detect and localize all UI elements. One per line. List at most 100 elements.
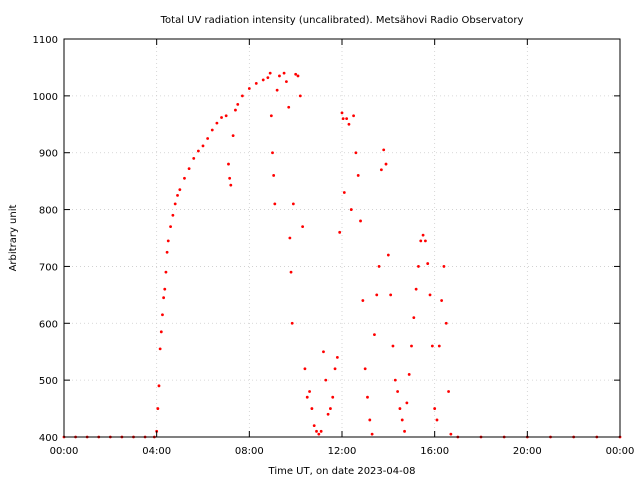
data-point <box>171 213 175 217</box>
x-tick-label: 04:00 <box>142 446 171 457</box>
y-tick-label: 800 <box>39 206 58 217</box>
data-point <box>227 162 230 166</box>
data-point <box>206 137 210 140</box>
data-point <box>361 299 365 302</box>
data-point <box>166 239 170 243</box>
y-axis-ticks: 400 500 600 700 800 900 1000 1100 <box>33 35 620 444</box>
data-point <box>359 219 362 223</box>
data-point <box>417 265 420 268</box>
data-point <box>354 151 358 155</box>
x-tick-label: 08:00 <box>235 446 264 457</box>
data-point <box>377 265 381 268</box>
data-point <box>210 128 214 132</box>
data-point <box>410 344 413 348</box>
x-tick-label: 00:00 <box>606 446 635 457</box>
data-point <box>301 225 305 229</box>
data-point <box>382 148 386 152</box>
data-point <box>178 188 182 192</box>
y-tick-label: 400 <box>39 433 58 444</box>
data-point <box>231 134 235 138</box>
x-tick-label: 20:00 <box>513 446 542 457</box>
data-point <box>421 233 425 237</box>
data-point <box>229 183 233 187</box>
data-point <box>440 299 444 302</box>
data-point <box>324 378 328 382</box>
data-point <box>347 122 351 126</box>
data-point <box>403 429 406 433</box>
data-point <box>173 202 177 206</box>
y-tick-label: 1100 <box>33 35 58 46</box>
data-point <box>428 293 432 297</box>
data-point <box>162 296 166 300</box>
data-point <box>319 429 323 433</box>
data-point <box>329 407 332 410</box>
data-point <box>247 87 251 90</box>
data-point <box>269 114 273 118</box>
data-point <box>379 168 383 172</box>
data-point <box>419 239 423 243</box>
data-point <box>290 321 294 325</box>
data-point <box>335 356 339 359</box>
x-tick-label: 12:00 <box>328 446 357 457</box>
data-point <box>278 74 281 78</box>
data-point <box>187 167 191 171</box>
data-point <box>303 367 307 371</box>
data-point <box>161 313 164 317</box>
data-point <box>391 344 395 348</box>
data-point <box>305 395 309 399</box>
data-point <box>215 121 219 125</box>
data-point <box>287 105 291 109</box>
y-tick-label: 900 <box>39 149 58 160</box>
x-tick-label: 16:00 <box>420 446 449 457</box>
x-tick-label: 00:00 <box>50 446 79 457</box>
data-point <box>326 412 330 416</box>
data-point <box>271 151 274 155</box>
y-tick-label: 500 <box>39 376 58 387</box>
data-point <box>158 347 162 351</box>
data-point <box>312 424 316 428</box>
data-point <box>236 102 240 106</box>
data-point <box>352 114 355 118</box>
data-point <box>289 270 293 274</box>
data-point <box>386 253 390 257</box>
data-point <box>396 390 399 393</box>
data-point <box>437 344 441 348</box>
x-axis-ticks: 00:00 04:00 08:00 12:00 16:00 20:00 00:00 <box>50 39 635 457</box>
data-point <box>400 418 404 422</box>
data-point <box>340 111 344 115</box>
data-point <box>356 174 360 177</box>
data-point <box>201 144 205 148</box>
plot-frame <box>63 38 621 438</box>
data-point <box>333 367 337 371</box>
data-point <box>424 239 427 243</box>
data-point <box>342 191 346 194</box>
data-point <box>384 162 388 166</box>
data-point <box>163 287 167 291</box>
data-point <box>407 373 411 376</box>
data-point <box>442 265 446 268</box>
data-point <box>310 407 314 410</box>
data-point <box>412 316 416 319</box>
data-point <box>157 384 161 388</box>
data-point <box>220 116 223 119</box>
data-point <box>294 72 298 76</box>
data-point <box>322 350 325 354</box>
y-tick-label: 700 <box>39 262 58 273</box>
data-point <box>165 250 169 254</box>
data-point <box>373 333 376 337</box>
y-tick-label: 1000 <box>33 92 58 103</box>
data-point <box>296 74 300 78</box>
data-point <box>430 344 434 348</box>
data-point <box>405 401 409 405</box>
data-point <box>285 80 288 84</box>
data-point <box>240 94 244 98</box>
data-point <box>261 78 265 82</box>
data-point <box>345 117 349 120</box>
data-point <box>291 202 295 206</box>
data-point <box>159 330 163 334</box>
data-point <box>273 202 277 206</box>
data-point <box>317 432 321 436</box>
data-point <box>375 293 379 297</box>
data-point <box>331 395 335 399</box>
data-point <box>228 176 232 180</box>
